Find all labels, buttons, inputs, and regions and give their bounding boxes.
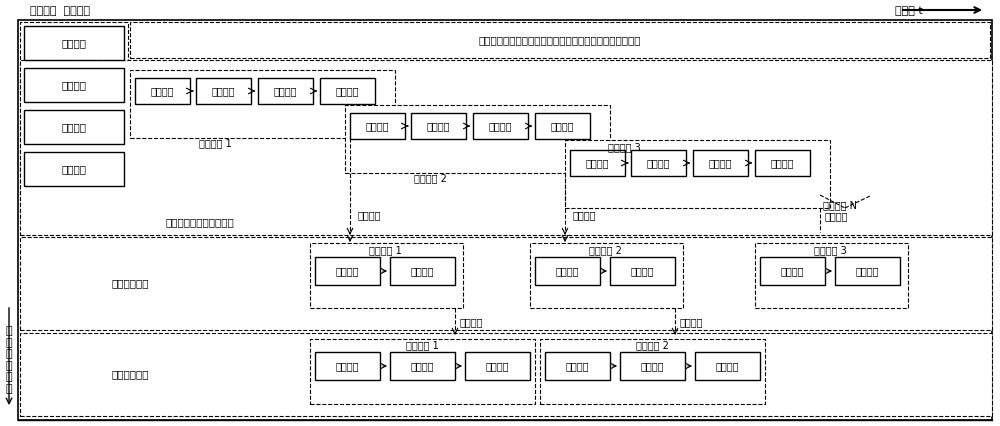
Text: 测量周期 3: 测量周期 3 [608,142,641,152]
Text: 线程通知: 线程通知 [680,317,704,327]
Text: 计算参数: 计算参数 [62,122,87,132]
Bar [130,22,990,58]
Text: 测量参数: 测量参数 [62,80,87,90]
Text: 浓度计算: 浓度计算 [336,266,359,276]
Text: 采样测量线程（主线程）: 采样测量线程（主线程） [165,217,234,227]
Bar [693,150,748,176]
Bar [465,352,530,380]
Text: 测量周期 1: 测量周期 1 [199,138,231,148]
Bar [130,70,395,138]
Bar [530,243,683,308]
Text: 测量周期 2: 测量周期 2 [414,173,446,183]
Text: 传输参数: 传输参数 [62,164,87,174]
Text: 数据保存: 数据保存 [631,266,654,276]
Bar [535,257,600,285]
Text: 谱线测量: 谱线测量 [336,86,359,96]
Bar [24,110,124,144]
Text: 自动换样: 自动换样 [709,158,732,168]
Text: 谱线测量: 谱线测量 [551,121,574,131]
Text: 测量周期 2: 测量周期 2 [589,245,621,255]
Text: 谱线测量: 谱线测量 [771,158,794,168]
Bar [545,352,610,380]
Text: 测量周期 3: 测量周期 3 [814,245,846,255]
Text: 建立连接: 建立连接 [336,361,359,371]
Bar [350,113,405,139]
Bar [610,257,675,285]
Bar [411,113,466,139]
Bar [755,150,810,176]
Bar [390,257,455,285]
Bar [570,150,625,176]
Bar [20,333,992,416]
Text: 测量周期 1: 测量周期 1 [369,245,401,255]
Text: 关闭连接: 关闭连接 [716,361,739,371]
Text: 线程通知: 线程通知 [460,317,484,327]
Text: 时间轴 t: 时间轴 t [895,6,923,16]
Text: 数据保存: 数据保存 [411,266,434,276]
Text: 建立连接: 建立连接 [566,361,589,371]
Text: 衰变等待: 衰变等待 [647,158,670,168]
Text: 参数设置  启动测量: 参数设置 启动测量 [30,6,90,16]
Bar [320,78,375,104]
Text: 线程通知: 线程通知 [573,210,596,220]
Bar [390,352,455,380]
Text: 数据发送线程: 数据发送线程 [112,369,150,379]
Bar [20,60,992,235]
Bar [345,105,610,173]
Text: 数据保存: 数据保存 [856,266,879,276]
Bar [835,257,900,285]
Text: 采样参数: 采样参数 [62,38,87,48]
Bar [620,352,685,380]
Text: 测量周期 N: 测量周期 N [823,200,857,210]
Text: 线程通知: 线程通知 [358,210,382,220]
Bar [315,352,380,380]
Bar [196,78,251,104]
Bar [24,68,124,102]
Text: 运行全过程参数监测，状态切换，任务线程调度，故障处置: 运行全过程参数监测，状态切换，任务线程调度，故障处置 [479,35,641,45]
Text: 衰变等待: 衰变等待 [212,86,235,96]
Bar [631,150,686,176]
Text: 浓度计算: 浓度计算 [781,266,804,276]
Text: 衰变等待: 衰变等待 [427,121,450,131]
Text: 自动换样: 自动换样 [489,121,512,131]
Bar [24,26,124,60]
Bar [258,78,313,104]
Text: 测量周期 1: 测量周期 1 [406,340,438,350]
Text: 样品采集: 样品采集 [151,86,174,96]
Text: 测量周期 2: 测量周期 2 [636,340,668,350]
Bar [135,78,190,104]
Bar [760,257,825,285]
Bar [310,243,463,308]
Text: 数据发送: 数据发送 [411,361,434,371]
Bar [535,113,590,139]
Text: 数据发送: 数据发送 [641,361,664,371]
Text: 任
务
线
程
分
配: 任 务 线 程 分 配 [6,326,12,394]
Text: 计算保存线程: 计算保存线程 [112,278,150,288]
Text: 浓度计算: 浓度计算 [556,266,579,276]
Text: 样品采集: 样品采集 [366,121,389,131]
Text: 线程通知: 线程通知 [825,211,848,221]
Text: 样品采集: 样品采集 [586,158,609,168]
Bar [540,339,765,404]
Text: 关闭连接: 关闭连接 [486,361,509,371]
Bar [695,352,760,380]
Bar [310,339,535,404]
Bar [24,152,124,186]
Bar [315,257,380,285]
Text: 自动换样: 自动换样 [274,86,297,96]
Bar [565,140,830,208]
Bar [473,113,528,139]
Bar [20,22,128,220]
Bar [20,237,992,330]
Bar [755,243,908,308]
